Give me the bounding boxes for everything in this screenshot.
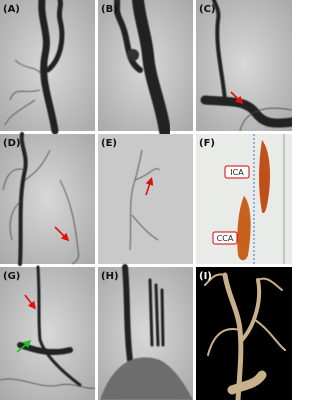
figure: (A) (B) (C) (D) (E bbox=[0, 0, 292, 400]
arrow bbox=[16, 339, 32, 353]
panel-label: (C) bbox=[199, 4, 215, 15]
panel-f: ICA CCA (F) bbox=[196, 134, 292, 264]
panel-d: (D) bbox=[0, 132, 95, 266]
arrow bbox=[54, 226, 70, 242]
panel-label: (H) bbox=[101, 271, 119, 282]
panel-label: (D) bbox=[3, 138, 20, 149]
arrow bbox=[145, 176, 154, 196]
panel-c: (C) bbox=[196, 0, 292, 132]
arrow bbox=[230, 91, 244, 105]
panel-label: (G) bbox=[3, 271, 20, 282]
panel-b: (B) bbox=[98, 0, 193, 137]
arrow bbox=[24, 294, 36, 310]
panel-label: (I) bbox=[199, 271, 212, 282]
panel-a: (A) bbox=[0, 0, 95, 135]
panel-label: (F) bbox=[199, 138, 215, 149]
panel-label: (B) bbox=[101, 4, 118, 15]
panel-g: (G) bbox=[0, 265, 96, 400]
specimen-label: ICA bbox=[230, 168, 244, 177]
specimen-label: CCA bbox=[217, 234, 234, 243]
panel-label: (A) bbox=[3, 4, 20, 15]
panel-h: (H) bbox=[98, 264, 193, 400]
panel-label: (E) bbox=[101, 138, 117, 149]
panel-i: (I) bbox=[196, 267, 292, 400]
panel-e: (E) bbox=[98, 134, 193, 264]
